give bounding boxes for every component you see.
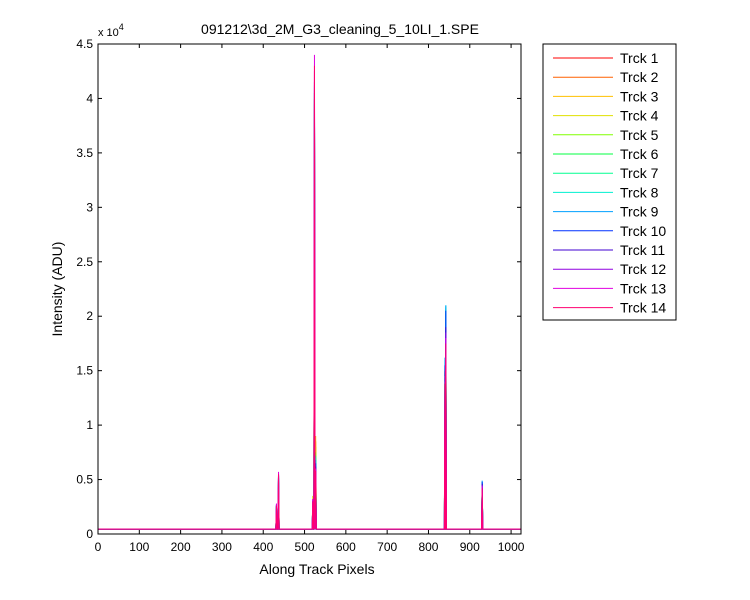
x-tick-label: 400 [253,540,273,554]
legend-label: Trck 8 [620,184,659,200]
x-tick-label: 300 [212,540,232,554]
series-layer [98,54,521,530]
series-line-trck-14 [98,65,521,530]
x-tick-label: 800 [418,540,438,554]
y-tick-label: 3 [86,200,93,214]
y-tick-label: 4.5 [76,37,93,51]
legend-label: Trck 9 [620,204,659,220]
y-tick-label: 2.5 [76,255,93,269]
legend-label: Trck 11 [620,242,665,258]
legend-label: Trck 10 [620,223,666,239]
legend-label: Trck 4 [620,108,659,124]
plot-area: 0 100 200 300 400 500 600 700 800 900 1000 0 0.5 1 1.5… [76,37,524,554]
x-tick-label: 1000 [498,540,525,554]
legend-label: Trck 7 [620,165,659,181]
legend-label: Trck 1 [620,50,659,66]
y-tick-label: 1 [86,418,93,432]
legend-label: Trck 3 [620,88,659,104]
legend-box [542,43,677,321]
x-tick-label: 700 [377,540,397,554]
y-multiplier-label: x 104 [98,22,124,39]
y-tick-label: 3.5 [76,146,93,160]
y-tick-label: 1.5 [76,364,93,378]
y-multiplier-exponent: 4 [119,22,124,32]
plot-background [98,44,521,534]
ticks-layer: 0 100 200 300 400 500 600 700 800 900 1000 0 0.5 1 1.5… [76,37,524,554]
y-tick-label: 0 [86,527,93,541]
y-axis-label: Intensity (ADU) [49,242,65,337]
legend-label: Trck 5 [620,127,659,143]
legend-label: Trck 14 [620,300,666,316]
x-axis-label: Along Track Pixels [259,561,374,577]
y-tick-label: 2 [86,309,93,323]
y-multiplier-base: x 10 [98,27,119,39]
legend: Trck 1 Trck 2 Trck 3 Trck 4 Trck 5 Trck 6 Trck… [542,43,677,321]
legend-label: Trck 6 [620,146,659,162]
chart-title: 091212\3d_2M_G3_cleaning_5_10LI_1.SPE [201,21,479,37]
legend-label: Trck 13 [620,280,666,296]
y-tick-label: 0.5 [76,473,93,487]
legend-label: Trck 2 [620,69,659,85]
y-tick-label: 4 [86,91,93,105]
x-tick-label: 100 [129,540,149,554]
x-tick-label: 600 [336,540,356,554]
x-tick-label: 900 [460,540,480,554]
plot-frame [97,43,522,535]
x-tick-label: 500 [295,540,315,554]
legend-entries: Trck 1 Trck 2 Trck 3 Trck 4 Trck 5 Trck 6 Trck… [553,50,666,316]
legend-label: Trck 12 [620,261,666,277]
x-tick-label: 0 [95,540,102,554]
x-tick-label: 200 [171,540,191,554]
